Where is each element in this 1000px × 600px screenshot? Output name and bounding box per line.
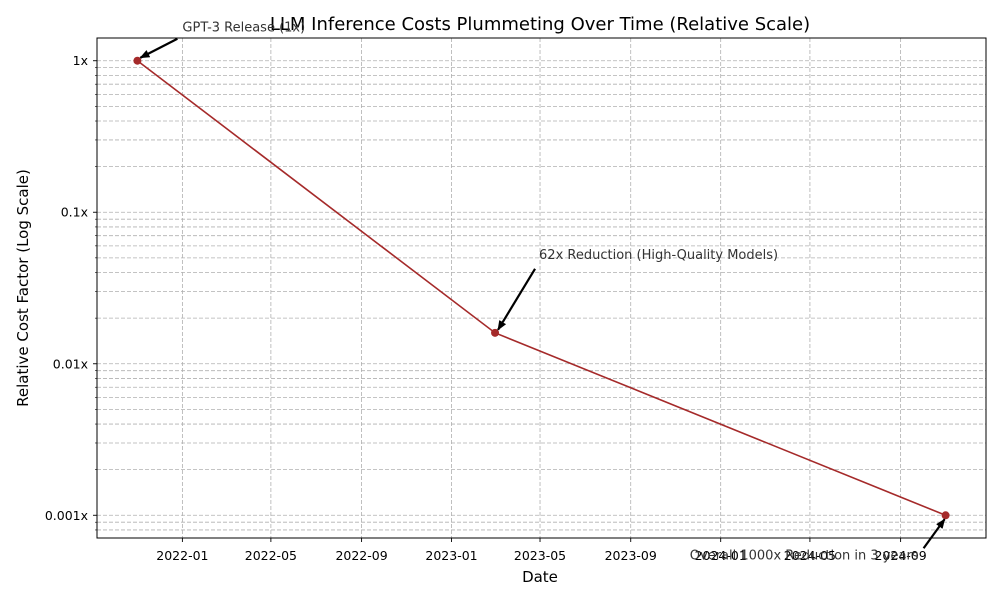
- data-point: [941, 511, 950, 520]
- annotation-label: 62x Reduction (High-Quality Models): [539, 248, 778, 263]
- x-tick-label: 2024-05: [784, 548, 836, 563]
- x-tick-label: 2024-01: [695, 548, 747, 563]
- x-axis-label: Date: [522, 568, 558, 586]
- ticks: 2022-01 2022-05 2022-09 2023-01 2023-05 2023-…: [45, 53, 927, 563]
- series-line: [136, 60, 946, 517]
- annotation-label: Overall 1000x Reduction in 3 years: [690, 548, 919, 563]
- x-tick-label: 2024-09: [874, 548, 926, 563]
- y-tick-label: 1x: [73, 53, 88, 68]
- data-point: [491, 328, 500, 337]
- x-tick-label: 2023-05: [514, 548, 566, 563]
- annotation-label: GPT-3 Release (1x): [182, 21, 305, 36]
- y-tick-label: 0.001x: [45, 508, 88, 523]
- data-point: [133, 56, 142, 65]
- x-tick-label: 2022-09: [335, 548, 387, 563]
- series: [133, 56, 950, 520]
- x-tick-label: 2023-01: [425, 548, 477, 563]
- y-tick-label: 0.1x: [61, 205, 88, 220]
- x-tick-label: 2022-05: [245, 548, 297, 563]
- annotation-arrow: [497, 268, 536, 331]
- grid: [97, 38, 986, 538]
- annotation-arrow: [922, 518, 946, 549]
- x-tick-label: 2023-09: [605, 548, 657, 563]
- chart-title: LLM Inference Costs Plummeting Over Time…: [270, 14, 810, 35]
- plot-frame: [96, 37, 987, 539]
- y-tick-label: 0.01x: [53, 356, 88, 371]
- annotation-arrow: [139, 37, 178, 59]
- y-axis-label: Relative Cost Factor (Log Scale): [14, 169, 32, 407]
- x-tick-label: 2022-01: [156, 548, 208, 563]
- annotations: GPT-3 Release (1x) 62x Reduction (High-Qu…: [139, 21, 946, 563]
